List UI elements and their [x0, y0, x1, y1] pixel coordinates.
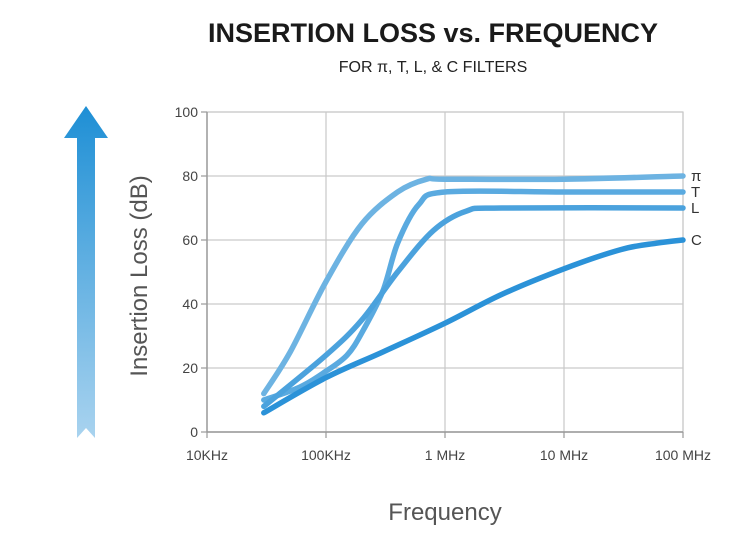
- up-arrow-icon: [64, 106, 108, 438]
- series-label: C: [691, 232, 702, 249]
- chart-subtitle: FOR π, T, L, & C FILTERS: [339, 59, 528, 76]
- series-lines: [261, 173, 686, 416]
- y-tick-label: 0: [190, 424, 198, 440]
- y-axis-label: Insertion Loss (dB): [126, 175, 153, 376]
- x-tick-label: 10 MHz: [540, 447, 588, 463]
- grid: [201, 111, 684, 438]
- series-line: [261, 205, 686, 410]
- chart-title: INSERTION LOSS vs. FREQUENCY: [208, 18, 658, 48]
- series-label: L: [691, 200, 699, 217]
- x-tick-label: 100 MHz: [655, 447, 711, 463]
- series-label: π: [691, 168, 701, 185]
- y-tick-label: 40: [182, 296, 198, 312]
- tick-labels: 0 20 40 60 80 100 10KHz 100KHz 1 MHz 10 MHz 100 MH…: [175, 104, 711, 463]
- series-label: T: [691, 184, 700, 201]
- y-tick-label: 60: [182, 232, 198, 248]
- y-tick-label: 100: [175, 104, 199, 120]
- y-tick-label: 20: [182, 360, 198, 376]
- x-tick-label: 1 MHz: [425, 447, 465, 463]
- series-line: [261, 237, 686, 416]
- y-tick-label: 80: [182, 168, 198, 184]
- series-line: [261, 188, 686, 403]
- x-tick-label: 100KHz: [301, 447, 351, 463]
- series-line: [261, 173, 686, 397]
- x-axis-label: Frequency: [388, 499, 501, 526]
- x-tick-label: 10KHz: [186, 447, 228, 463]
